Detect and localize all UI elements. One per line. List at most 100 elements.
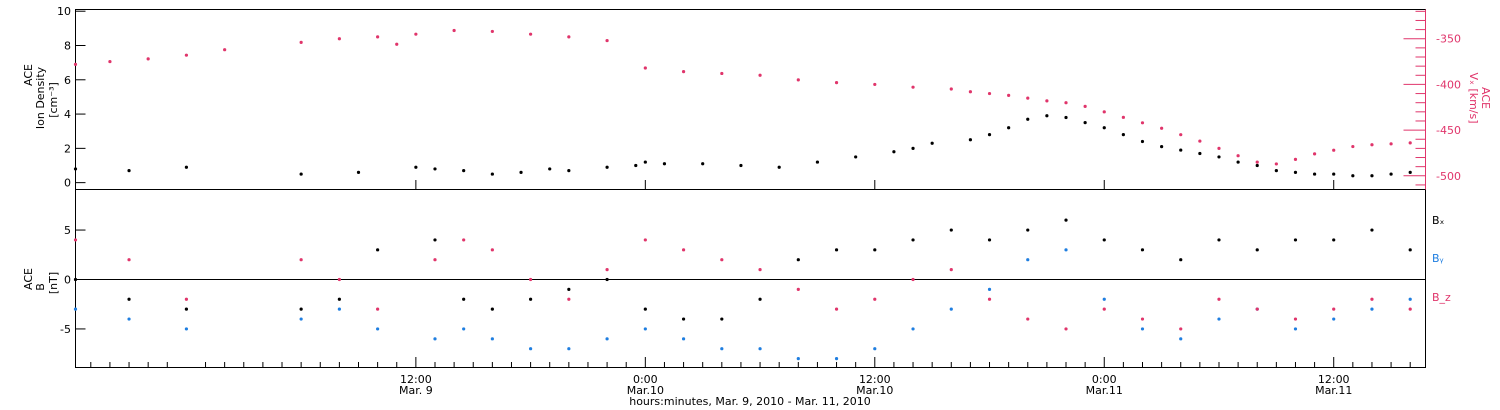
density-point [815,160,820,164]
density-point [1312,172,1317,176]
bx-point [1408,248,1412,252]
density-point [892,150,896,154]
vx-point [720,71,724,76]
bx-point [987,238,992,242]
bx-point [73,277,78,282]
bx-point [433,238,437,242]
vx-point [108,59,112,64]
vx-point [452,28,456,33]
bx-point [1140,248,1145,252]
density-y-tick-label: 4 [64,108,71,121]
bz-point [1332,307,1336,311]
density-point [1236,160,1240,164]
by-point [720,347,724,351]
by-point [433,337,437,341]
bz-point [720,258,724,262]
vx-point [796,78,800,82]
bz-point [490,248,494,252]
vx-point [1045,99,1049,103]
density-point [911,146,915,150]
density-point [519,170,523,174]
bz-point [949,268,953,272]
density-point [1026,117,1030,121]
density-point [634,163,638,168]
by-point [987,287,992,291]
bx-point [873,248,877,252]
vx-point [1351,144,1355,149]
by-point [1102,297,1106,301]
by-point [681,337,686,341]
x-tick-day-label: Mar.11 [1315,384,1352,397]
bx-point [184,307,189,311]
density-point [1198,151,1202,156]
density-point [1007,126,1011,130]
density-point [548,167,552,171]
bx-point [758,297,762,301]
vx-point [834,80,839,85]
vx-y-tick-label: -350 [1436,33,1461,46]
by-point [796,357,800,361]
vx-point [949,87,953,91]
by-point [127,317,131,321]
bx-point [911,238,915,242]
density-point [1045,114,1049,118]
vx-point [1121,115,1125,119]
density-y-tick-label: 8 [64,40,71,53]
vx-point [1198,139,1202,143]
density-point [1408,170,1412,174]
by-point [1026,258,1030,262]
bx-point [1026,228,1030,232]
density-point [1160,145,1164,149]
bx-point [720,317,724,321]
by-point [911,327,915,331]
vx-point [643,66,647,70]
bz-point [1370,297,1374,301]
bz-point [758,268,762,272]
by-point [462,327,466,331]
bx-point [949,228,953,232]
vx-point [987,91,992,96]
bz-point [528,277,533,282]
vx-point [1255,160,1259,164]
vx-point [758,73,762,77]
vx-point [1274,162,1278,166]
vx-point [73,62,78,66]
bz-point [873,297,877,301]
vx-point [1064,101,1068,105]
density-point [930,141,934,145]
by-point [1408,297,1412,301]
b-y-tick-label: 0 [64,273,71,286]
legend-bz: B_z [1432,291,1451,304]
vx-point [490,29,494,34]
vx-point [1026,96,1030,100]
bx-point [796,258,800,262]
bz-point [1217,297,1221,301]
density-point [739,163,743,168]
bz-point [1102,307,1106,311]
x-tick-day-label: Mar.11 [1086,384,1123,397]
density-point [127,169,131,173]
density-point [73,167,78,171]
bz-point [337,277,341,282]
b-axis-label-ace: ACE [22,268,35,290]
vx-point [1102,110,1106,114]
density-point [184,165,189,169]
density-point [1293,170,1298,174]
density-point [1102,126,1106,130]
by-point [528,347,533,351]
density-point [1140,139,1145,144]
density-point [1332,172,1336,176]
density-point [433,167,437,171]
bx-point [643,307,647,311]
vx-point [1332,148,1336,152]
density-point [1370,174,1374,178]
vx-point [395,42,399,46]
vx-point [184,53,189,57]
density-point [605,165,609,169]
bz-point [643,238,647,242]
by-point [605,337,609,341]
by-point [1370,307,1374,311]
density-axis-label-name: Ion Density [34,66,47,129]
bx-point [605,277,609,282]
